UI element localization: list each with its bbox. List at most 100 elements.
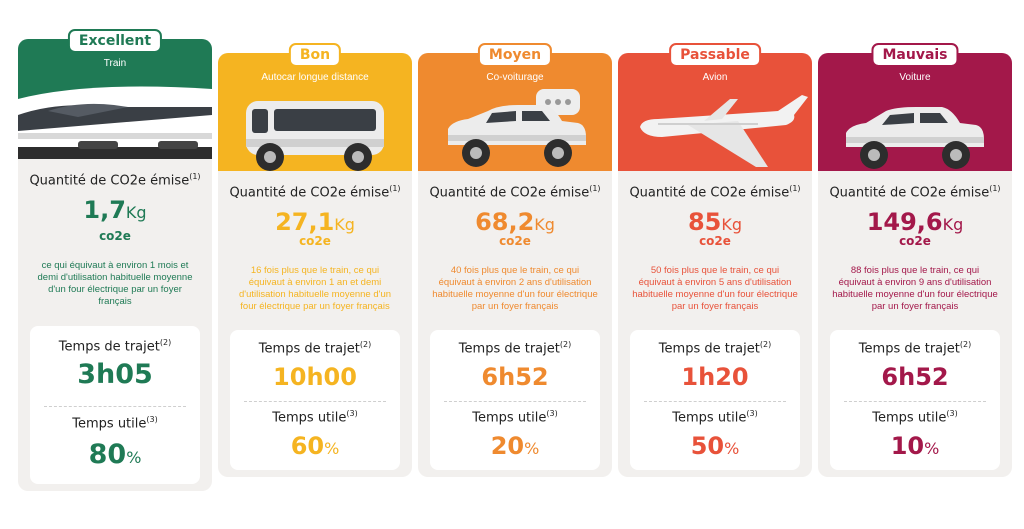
co2-description: 50 fois plus que le train, ce qui équiva… [632,265,798,312]
co2-value: 149,6Kg [818,208,1012,236]
card-plane: Passable Avion Quantité de CO2e émise(1)… [618,43,812,477]
divider [244,401,386,402]
co2-sub: co2e [299,234,331,248]
co2-description: 88 fois plus que le train, ce qui équiva… [832,265,998,312]
divider [644,401,786,402]
co2-footnote: (1) [789,184,801,193]
co2-number: 27,1 [275,208,335,236]
useful-time-footnote: (3) [746,409,758,418]
useful-time-value: 80% [30,439,200,470]
card-carpool: Moyen Co-voiturage Quantité de CO2e émis… [418,43,612,477]
co2-description: 40 fois plus que le train, ce qui équiva… [432,265,598,312]
time-box: Temps de trajet(2) 6h52 Temps utile(3) 2… [430,330,600,470]
useful-time-unit: % [724,439,740,458]
travel-time-footnote: (2) [159,338,172,347]
travel-time-value: 6h52 [881,363,949,391]
co2-footnote: (1) [589,184,601,193]
travel-time-footnote: (2) [959,340,972,349]
useful-time-number: 10 [890,432,925,460]
rating-badge: Excellent [67,29,163,53]
travel-time-label-text: Temps de trajet [458,341,560,357]
rating-badge: Mauvais [871,43,959,67]
co2-label: Quantité de CO2e émise(1) [618,184,812,200]
useful-time-footnote: (3) [346,409,358,418]
co2-number: 85 [687,208,722,236]
travel-time-footnote: (2) [759,340,772,349]
useful-time-unit: % [126,448,142,467]
co2-value: 68,2Kg [418,208,612,236]
useful-time-footnote: (3) [546,409,558,418]
travel-time-label-text: Temps de trajet [658,341,760,357]
useful-time-label-text: Temps utile [72,416,147,432]
useful-time-footnote: (3) [946,409,958,418]
travel-time-value: 1h20 [681,363,749,391]
travel-time-footnote: (2) [559,340,572,349]
car-icon [818,103,1012,175]
time-box: Temps de trajet(2) 3h05 Temps utile(3) 8… [30,326,200,484]
useful-time-number: 50 [690,432,725,460]
co2-footnote: (1) [389,184,401,193]
travel-time-label: Temps de trajet(2) [830,340,1000,356]
co2-unit: Kg [534,215,555,234]
time-box: Temps de trajet(2) 1h20 Temps utile(3) 5… [630,330,800,470]
travel-time-label-text: Temps de trajet [258,341,360,357]
useful-time-value: 60% [230,432,400,460]
travel-time-value: 6h52 [481,363,549,391]
co2-label: Quantité de CO2e émise(1) [18,172,212,188]
travel-time-label: Temps de trajet(2) [230,340,400,356]
carpool-car-icon [418,87,612,175]
useful-time-label-text: Temps utile [472,410,547,426]
travel-time-value: 3h05 [77,359,153,390]
co2-value: 27,1Kg [218,208,412,236]
useful-time-label: Temps utile(3) [830,409,1000,425]
co2-label-text: Quantité de CO2e émise [229,185,390,201]
travel-time-value: 10h00 [273,363,357,391]
useful-time-value: 10% [830,432,1000,460]
divider [844,401,986,402]
rating-badge: Moyen [477,43,553,67]
airplane-icon [618,91,812,171]
useful-time-label-text: Temps utile [872,410,947,426]
co2-label-text: Quantité de CO2e émise [829,185,990,201]
travel-time-label-text: Temps de trajet [858,341,960,357]
travel-time-label: Temps de trajet(2) [630,340,800,356]
card-car: Mauvais Voiture Quantité de CO2e émise(1… [818,43,1012,477]
co2-sub: co2e [899,234,931,248]
useful-time-number: 60 [290,432,325,460]
rating-badge: Passable [669,43,761,67]
card-train: Excellent Train Quantité de CO2e émise(1… [18,29,212,491]
card-bus: Bon Autocar longue distance Quantité de … [218,43,412,477]
co2-sub: co2e [499,234,531,248]
co2-value: 1,7Kg [18,196,212,224]
useful-time-label: Temps utile(3) [630,409,800,425]
time-box: Temps de trajet(2) 6h52 Temps utile(3) 1… [830,330,1000,470]
travel-time-footnote: (2) [359,340,372,349]
useful-time-unit: % [524,439,540,458]
time-box: Temps de trajet(2) 10h00 Temps utile(3) … [230,330,400,470]
co2-footnote: (1) [189,172,201,181]
co2-sub: co2e [99,229,131,243]
co2-label-text: Quantité de CO2e émise [629,185,790,201]
travel-time-label: Temps de trajet(2) [30,338,200,354]
co2-description: 16 fois plus que le train, ce qui équiva… [238,265,392,312]
co2-unit: Kg [125,203,147,222]
useful-time-value: 50% [630,432,800,460]
useful-time-label: Temps utile(3) [430,409,600,425]
co2-label: Quantité de CO2e émise(1) [818,184,1012,200]
transport-mode: Autocar longue distance [261,72,369,83]
useful-time-label: Temps utile(3) [230,409,400,425]
useful-time-value: 20% [430,432,600,460]
useful-time-number: 20 [490,432,525,460]
useful-time-label: Temps utile(3) [30,415,200,431]
transport-mode: Co-voiturage [486,72,544,83]
co2-number: 149,6 [866,208,943,236]
co2-number: 1,7 [83,196,126,224]
co2-label-text: Quantité de CO2e émise [429,185,590,201]
co2-number: 68,2 [475,208,535,236]
co2-unit: Kg [721,215,743,234]
co2-unit: Kg [334,215,355,234]
co2-label: Quantité de CO2e émise(1) [418,184,612,200]
co2-sub: co2e [699,234,731,248]
co2-label: Quantité de CO2e émise(1) [218,184,412,200]
transport-mode: Avion [702,72,728,83]
